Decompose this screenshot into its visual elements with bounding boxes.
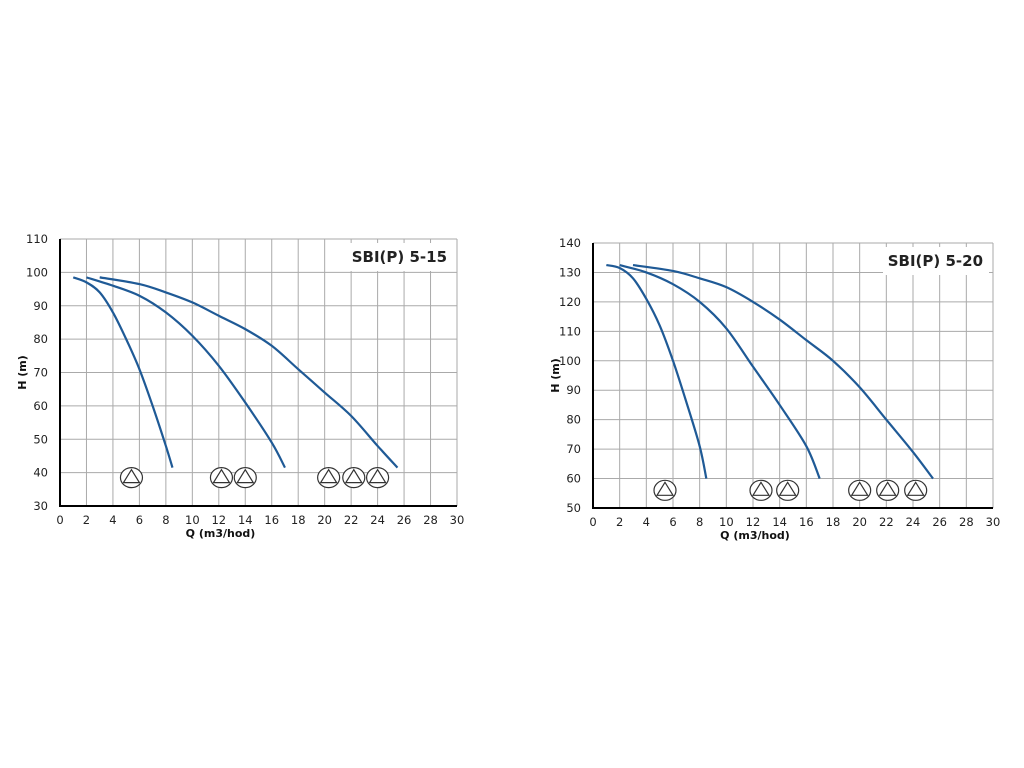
- y-tick-label: 90: [566, 383, 581, 397]
- pump-icon-triangle: [878, 481, 897, 496]
- pump-icon: [119, 467, 144, 489]
- x-tick-label: 24: [370, 513, 385, 527]
- y-tick-label: 140: [559, 236, 581, 250]
- y-tick-label: 80: [566, 413, 581, 427]
- x-tick-label: 12: [746, 515, 761, 529]
- pump-curve-1: [72, 276, 174, 468]
- x-tick-label: 20: [317, 513, 332, 527]
- x-tick-label: 20: [852, 515, 867, 529]
- chart-title: SBI(P) 5-20: [888, 252, 983, 270]
- pump-icon-triangle: [212, 468, 231, 484]
- x-tick-label: 10: [719, 515, 734, 529]
- x-tick-label: 6: [136, 513, 143, 527]
- x-tick-label: 14: [772, 515, 787, 529]
- y-tick-label: 50: [33, 432, 48, 446]
- x-tick-label: 30: [450, 513, 465, 527]
- x-tick-label: 10: [185, 513, 200, 527]
- pump-icon-triangle: [122, 468, 141, 484]
- y-tick-label: 30: [33, 499, 48, 513]
- x-tick-label: 2: [616, 515, 623, 529]
- x-tick-label: 4: [109, 513, 116, 527]
- x-tick-label: 26: [932, 515, 947, 529]
- x-tick-label: 30: [986, 515, 1001, 529]
- y-tick-label: 70: [33, 366, 48, 380]
- pump-icon-triangle: [751, 481, 771, 496]
- x-tick-label: 6: [669, 515, 676, 529]
- title-background: [883, 247, 989, 275]
- pump-icon-triangle: [319, 468, 338, 484]
- x-tick-label: 18: [826, 515, 841, 529]
- chart-2: 0 2 4 6 8 10 12 14 16 18 20 22 24 26 28 305060708090100…: [549, 236, 1000, 542]
- pump-curve-3: [99, 276, 399, 469]
- x-axis-label: Q (m3/hod): [720, 529, 790, 542]
- pump-icon: [653, 479, 677, 501]
- x-tick-label: 28: [959, 515, 974, 529]
- x-tick-label: 16: [264, 513, 279, 527]
- y-tick-label: 60: [566, 472, 581, 486]
- pump-icon-triangle: [236, 468, 255, 484]
- chart-title: SBI(P) 5-15: [352, 248, 447, 266]
- x-tick-label: 4: [643, 515, 650, 529]
- x-tick-label: 26: [397, 513, 412, 527]
- pump-icon: [209, 467, 234, 489]
- x-tick-label: 8: [162, 513, 169, 527]
- y-axis-label: H (m): [16, 355, 29, 390]
- y-tick-label: 130: [559, 265, 581, 279]
- y-tick-label: 50: [566, 501, 581, 515]
- pump-icon: [876, 479, 900, 501]
- pump-icon-triangle: [344, 468, 363, 484]
- pump-icon-triangle: [655, 481, 675, 496]
- pump-icon: [233, 467, 257, 489]
- pump-icon-triangle: [906, 481, 925, 496]
- x-tick-label: 14: [238, 513, 253, 527]
- x-tick-label: 16: [799, 515, 814, 529]
- pump-icon-triangle: [850, 481, 869, 496]
- y-tick-label: 40: [33, 466, 48, 480]
- pump-icon: [776, 479, 800, 501]
- x-tick-label: 8: [696, 515, 703, 529]
- x-tick-label: 0: [56, 513, 63, 527]
- y-tick-label: 110: [26, 232, 48, 246]
- y-tick-label: 90: [33, 299, 48, 313]
- pump-icon: [342, 467, 366, 489]
- y-tick-label: 80: [33, 332, 48, 346]
- pump-icon: [749, 479, 773, 501]
- x-tick-label: 28: [423, 513, 438, 527]
- x-tick-label: 18: [291, 513, 306, 527]
- y-axis-label: H (m): [549, 358, 562, 393]
- y-tick-label: 110: [559, 324, 581, 338]
- pump-curve-3: [632, 263, 934, 480]
- pump-curve-1: [606, 264, 708, 479]
- pump-curve-2: [619, 264, 821, 479]
- y-tick-label: 100: [26, 265, 48, 279]
- pump-icon: [317, 467, 341, 489]
- y-tick-label: 100: [559, 354, 581, 368]
- pump-icon: [366, 467, 390, 489]
- pump-icon-triangle: [778, 481, 797, 496]
- pump-curve-2: [86, 276, 286, 469]
- y-tick-label: 70: [566, 442, 581, 456]
- x-tick-label: 12: [211, 513, 226, 527]
- chart-1: 0 2 4 6 8 10 12 14 16 18 20 22 24 26 28 303040506070809…: [16, 232, 464, 540]
- x-tick-label: 2: [83, 513, 90, 527]
- x-tick-label: 22: [879, 515, 894, 529]
- y-tick-label: 60: [33, 399, 48, 413]
- x-tick-label: 24: [906, 515, 921, 529]
- y-tick-label: 120: [559, 295, 581, 309]
- x-tick-label: 22: [344, 513, 359, 527]
- x-tick-label: 0: [589, 515, 596, 529]
- title-background: [347, 243, 453, 271]
- x-axis-label: Q (m3/hod): [186, 527, 256, 540]
- pump-icon-triangle: [368, 468, 387, 484]
- pump-icon: [904, 479, 928, 501]
- pump-icon: [848, 479, 872, 501]
